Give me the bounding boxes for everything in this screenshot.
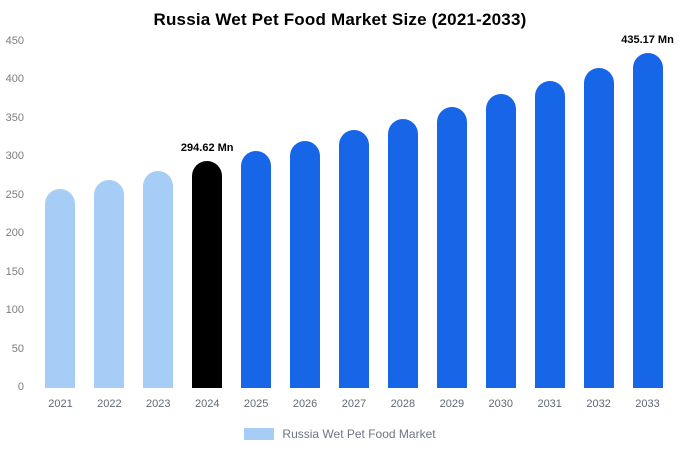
x-tick-label-2031: 2031: [537, 398, 562, 410]
bar-2025: [241, 151, 272, 388]
x-tick-label-2033: 2033: [635, 398, 660, 410]
bar-2023: [143, 171, 174, 388]
bar-2028: [387, 118, 418, 388]
y-tick-label: 0: [17, 381, 24, 393]
x-tick-label-2028: 2028: [390, 398, 416, 410]
bar-2024: [192, 161, 223, 388]
y-tick-label: 350: [5, 111, 24, 124]
y-tick-label: 400: [5, 73, 24, 86]
bar-2026: [290, 140, 321, 388]
bar-2029: [436, 106, 467, 388]
x-axis: 2021 2022 2023 2024 2025 2026 2027 2028 2029 2030…: [36, 398, 672, 412]
bar-2033: [632, 53, 663, 388]
value-label-2024: 294.62 Mn: [180, 142, 234, 155]
x-tick-label-2025: 2025: [243, 398, 269, 410]
y-tick-label: 150: [5, 265, 24, 278]
chart-title: Russia Wet Pet Food Market Size (2021-20…: [153, 10, 527, 29]
bar-2021: [45, 189, 76, 388]
y-tick-label: 250: [5, 188, 24, 201]
y-tick-label: 450: [5, 35, 24, 47]
value-label-2033: 435.17 Mn: [621, 34, 674, 47]
x-tick-label-2029: 2029: [439, 398, 465, 410]
x-tick-label-2022: 2022: [97, 398, 122, 410]
bar-2030: [485, 94, 516, 388]
x-tick-label-2027: 2027: [341, 398, 367, 410]
plot-area: 294.62 Mn 435.17 Mn: [36, 34, 674, 388]
x-tick-label-2032: 2032: [586, 398, 611, 410]
x-tick-label-2024: 2024: [194, 398, 220, 410]
x-tick-label-2030: 2030: [488, 398, 514, 410]
x-tick-label-2026: 2026: [292, 398, 318, 410]
y-tick-label: 100: [5, 304, 24, 317]
y-tick-label: 200: [5, 227, 24, 240]
bar-2031: [534, 81, 565, 388]
legend-swatch-icon: [244, 428, 275, 440]
bar-2022: [94, 180, 125, 388]
x-tick-label-2021: 2021: [48, 398, 73, 410]
y-tick-label: 50: [11, 342, 24, 355]
bar-2032: [583, 67, 614, 388]
y-axis: 0 50 100 150 200 250 300 350 400 450: [0, 36, 30, 393]
bar-2027: [339, 130, 369, 388]
y-tick-label: 300: [5, 150, 24, 163]
legend-label: Russia Wet Pet Food Market: [282, 427, 436, 441]
legend: Russia Wet Pet Food Market: [0, 426, 680, 442]
x-tick-label-2023: 2023: [146, 398, 171, 410]
